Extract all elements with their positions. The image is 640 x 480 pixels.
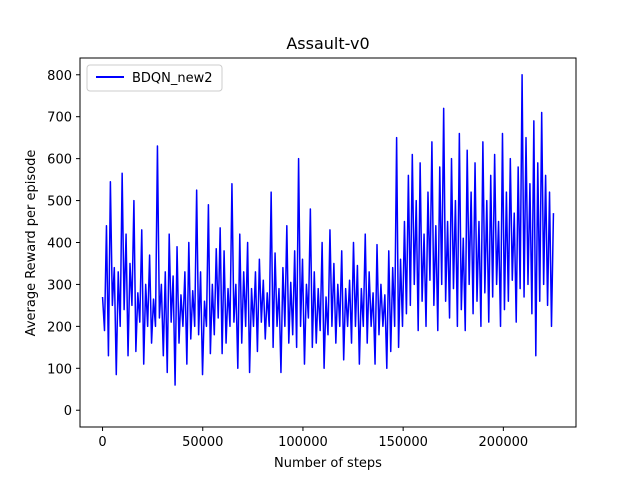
x-tick-label: 200000: [479, 435, 529, 450]
y-axis-label: Average Reward per episode: [24, 150, 39, 337]
x-tick-label: 100000: [278, 435, 328, 450]
y-tick-label: 600: [47, 153, 72, 168]
y-tick-label: 800: [47, 69, 72, 84]
plot-area: 0 50000 100000 150000 200000 0 100 200 300 400 50…: [47, 57, 577, 450]
x-tick-label: 150000: [378, 435, 428, 450]
y-tick-label: 400: [47, 237, 72, 252]
y-tick-label: 100: [47, 362, 72, 377]
series-line-bdqn-new2: [101, 74, 555, 386]
y-tick-label: 300: [47, 278, 72, 293]
legend-box: [86, 64, 223, 92]
y-tick-label: 700: [47, 111, 72, 126]
y-axis-ticks: 0 100 200 300 400 500 600 700 800: [47, 69, 80, 419]
x-axis-label: Number of steps: [274, 456, 382, 471]
y-tick-label: 500: [47, 195, 72, 210]
x-tick-label: 50000: [182, 435, 223, 450]
series-group: [101, 74, 555, 386]
y-tick-label: 200: [47, 320, 72, 335]
chart-title: Assault-v0: [286, 34, 369, 53]
legend-series-label: BDQN_new2: [132, 71, 213, 86]
x-axis-ticks: 0 50000 100000 150000 200000: [98, 427, 528, 450]
y-tick-label: 0: [64, 404, 72, 419]
legend: BDQN_new2: [86, 64, 223, 92]
x-tick-label: 0: [98, 435, 106, 450]
